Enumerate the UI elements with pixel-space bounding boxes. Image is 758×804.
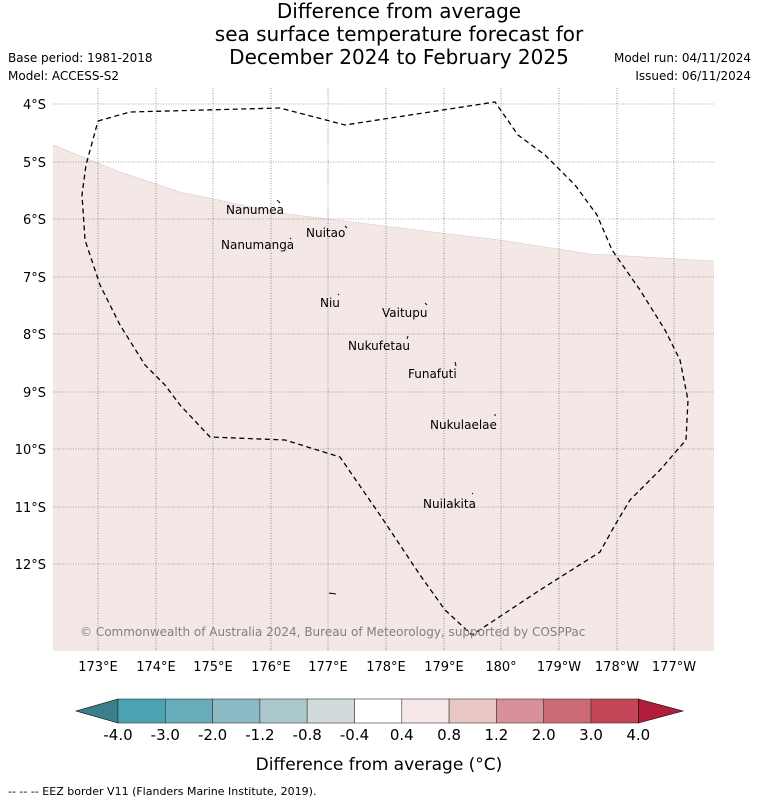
- colorbar-tick: 1.2: [484, 726, 508, 744]
- colorbar-segment: [448, 698, 497, 724]
- colorbar-tick: -0.4: [340, 726, 369, 744]
- lon-label: 175°E: [193, 660, 233, 675]
- colorbar: -4.0 -3.0 -2.0 -1.2 -0.8 -0.4 0.4 0.8 1.2 2.0 3.0 4…: [74, 698, 685, 744]
- lon-label: 177°W: [652, 660, 696, 675]
- lon-label: 179°E: [424, 660, 464, 675]
- colorbar-segment: [401, 698, 450, 724]
- island-label: Vaitupu: [382, 306, 428, 320]
- copyright-text: © Commonwealth of Australia 2024, Bureau…: [80, 625, 585, 639]
- colorbar-tick: 0.8: [437, 726, 461, 744]
- island-label: Niu: [320, 296, 340, 310]
- title-line-1: Difference from average: [276, 0, 522, 23]
- colorbar-over-arrow: [637, 698, 685, 724]
- island-label: Nukufetau: [348, 339, 410, 353]
- colorbar-label: Difference from average (°C): [256, 755, 503, 775]
- issued-date: Issued: 06/11/2024: [635, 69, 751, 83]
- title-line-2: sea surface temperature forecast for: [214, 22, 584, 46]
- colorbar-tick: 4.0: [626, 726, 650, 744]
- island-label: Funafuti: [408, 367, 457, 381]
- eez-border: [81, 101, 689, 636]
- island-label: Nuilakita: [423, 497, 476, 511]
- figure-title: Difference from average sea surface temp…: [0, 0, 758, 69]
- colorbar-tick: 2.0: [532, 726, 556, 744]
- meta-right: Model run: 04/11/2024 Issued: 06/11/2024: [614, 49, 751, 85]
- lon-label: 176°E: [251, 660, 291, 675]
- colorbar-tick: -4.0: [103, 726, 132, 744]
- colorbar-tick: -1.2: [245, 726, 274, 744]
- lon-label: 180°: [485, 660, 516, 675]
- colorbar-segment: [543, 698, 592, 724]
- lat-label: 12°S: [15, 558, 46, 573]
- island-label: Nanumanga: [221, 238, 294, 252]
- colorbar-tick: 3.0: [579, 726, 603, 744]
- island-label: Nukulaelae: [430, 418, 497, 432]
- lon-label: 173°E: [78, 660, 118, 675]
- colorbar-tick: -2.0: [198, 726, 227, 744]
- lon-label: 178°E: [366, 660, 406, 675]
- lat-label: 11°S: [15, 501, 46, 516]
- lon-label: 174°E: [136, 660, 176, 675]
- lat-label: 6°S: [23, 213, 46, 228]
- lat-label: 5°S: [23, 156, 46, 171]
- lon-label: 179°W: [537, 660, 581, 675]
- lon-label: 177°E: [308, 660, 348, 675]
- lat-label: 8°S: [23, 328, 46, 343]
- colorbar-segment: [354, 698, 403, 724]
- colorbar-segment: [590, 698, 639, 724]
- colorbar-segment: [259, 698, 308, 724]
- colorbar-under-arrow: [74, 698, 119, 724]
- colorbar-tick: -0.8: [293, 726, 322, 744]
- colorbar-segment: [306, 698, 355, 724]
- title-line-3: December 2024 to February 2025: [229, 45, 569, 69]
- colorbar-tick: 0.4: [390, 726, 414, 744]
- island-label: Nuitao: [306, 226, 345, 240]
- colorbar-segment: [496, 698, 544, 724]
- base-period: Base period: 1981-2018: [8, 51, 153, 65]
- lat-label: 9°S: [23, 386, 46, 401]
- colorbar-segment: [117, 698, 166, 724]
- colorbar-tick: -3.0: [151, 726, 180, 744]
- colorbar-segment: [165, 698, 213, 724]
- island-label: Nanumea: [226, 203, 284, 217]
- anomaly-region: [53, 145, 714, 651]
- lat-label: 4°S: [23, 98, 46, 113]
- eez-legend-note: -- -- -- EEZ border V11 (Flanders Marine…: [8, 785, 317, 798]
- lat-label: 10°S: [15, 443, 46, 458]
- meta-left: Base period: 1981-2018 Model: ACCESS-S2: [8, 49, 153, 85]
- lon-label: 178°W: [595, 660, 639, 675]
- model-run: Model run: 04/11/2024: [613, 51, 751, 65]
- colorbar-segment: [212, 698, 261, 724]
- lat-label: 7°S: [23, 271, 46, 286]
- island-markers: [276, 199, 496, 595]
- graticule: [53, 88, 714, 651]
- model-name: Model: ACCESS-S2: [8, 69, 120, 83]
